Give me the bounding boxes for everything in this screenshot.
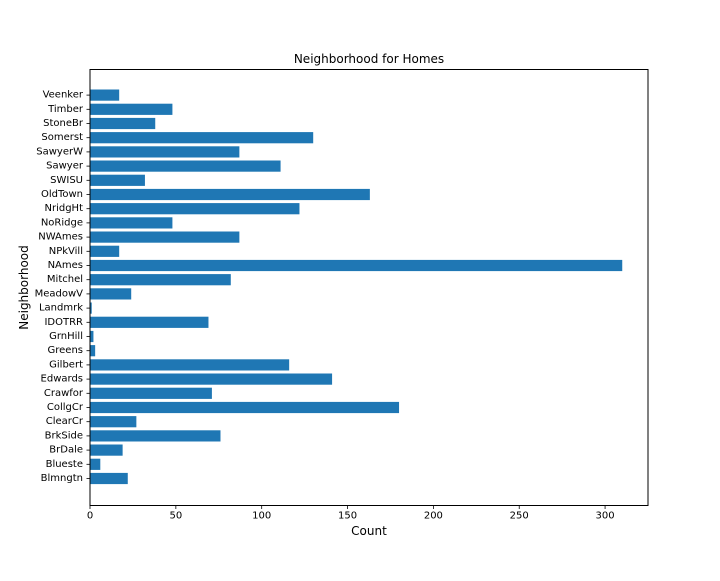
y-tick-label-clearcr: ClearCr [46,416,84,427]
y-tick-label-veenker: Veenker [43,90,84,101]
bar-grnhill [90,330,94,343]
y-tick-label-nridght: NridgHt [44,203,83,214]
y-tick-label-crawfor: Crawfor [44,388,84,399]
y-tick-label-nwames: NWAmes [38,232,83,243]
y-tick-label-names: NAmes [48,260,83,271]
bar-collgcr [90,401,400,414]
bar-veenker [90,89,120,101]
bar-edwards [90,373,333,385]
bar-npkvill [90,245,120,257]
bar-clearcr [90,416,137,428]
x-tick-label-200: 200 [424,511,443,522]
bar-stonebr [90,117,156,130]
plot-frame [89,69,649,506]
y-tick-label-brkside: BrkSide [45,430,83,441]
y-tick-label-sawyer: Sawyer [46,161,84,172]
y-tick-label-npkvill: NPkVill [49,246,83,257]
x-tick-label-300: 300 [596,511,615,522]
y-axis-ticks: Blmngtn Blueste BrDale BrkSide ClearCr CollgC… [35,90,90,484]
y-tick-label-timber: Timber [47,104,84,115]
y-tick-label-grnhill: GrnHill [49,331,83,342]
bar-timber [90,103,173,115]
y-tick-label-blmngtn: Blmngtn [41,473,83,484]
y-tick-label-oldtown: OldTown [41,189,83,200]
bar-greens [90,345,96,357]
bar-swisu [90,174,145,186]
bar-landmrk [90,302,92,314]
x-axis-title: Count [351,524,387,538]
x-axis-ticks: 0 50 100 150 200 250 300 [87,505,615,522]
bar-names [90,259,623,272]
x-tick-label-50: 50 [169,511,182,522]
y-tick-label-noridge: NoRidge [41,217,83,228]
bar-meadowv [90,288,132,300]
bar-idotrr [90,316,209,328]
y-tick-label-gilbert: Gilbert [49,359,83,370]
bar-gilbert [90,359,290,371]
y-tick-label-brdale: BrDale [49,445,83,456]
y-axis-title: Neighborhood [17,245,31,330]
bar-nwames [90,231,240,243]
y-tick-label-idotrr: IDOTRR [44,317,83,328]
bar-noridge [90,217,173,229]
y-tick-label-landmrk: Landmrk [39,303,83,314]
y-tick-label-blueste: Blueste [46,459,83,470]
y-tick-label-edwards: Edwards [41,374,83,385]
x-tick-label-100: 100 [252,511,271,522]
x-tick-label-250: 250 [510,511,529,522]
bar-brkside [90,430,221,442]
bar-sawyer [90,160,281,172]
y-tick-label-stonebr: StoneBr [43,118,84,129]
y-tick-label-greens: Greens [48,345,84,356]
chart-title: Neighborhood for Homes [294,52,444,66]
bar-somerst [90,132,314,144]
bar-nridght [90,203,300,215]
bar-crawfor [90,387,212,399]
y-tick-label-swisu: SWISU [50,175,83,186]
y-tick-label-meadowv: MeadowV [35,288,84,299]
bar-blueste [90,458,101,470]
bar-mitchel [90,274,231,286]
bar-blmngtn [90,472,128,485]
y-tick-label-collgcr: CollgCr [47,402,84,413]
bar-oldtown [90,188,370,201]
bars-group [90,89,623,485]
y-tick-label-sawyerw: SawyerW [36,146,83,157]
x-tick-label-0: 0 [87,511,93,522]
bar-sawyerw [90,146,240,158]
bar-brdale [90,444,123,456]
y-tick-label-mitchel: Mitchel [47,274,83,285]
y-tick-label-somerst: Somerst [41,132,83,143]
x-tick-label-150: 150 [338,511,357,522]
